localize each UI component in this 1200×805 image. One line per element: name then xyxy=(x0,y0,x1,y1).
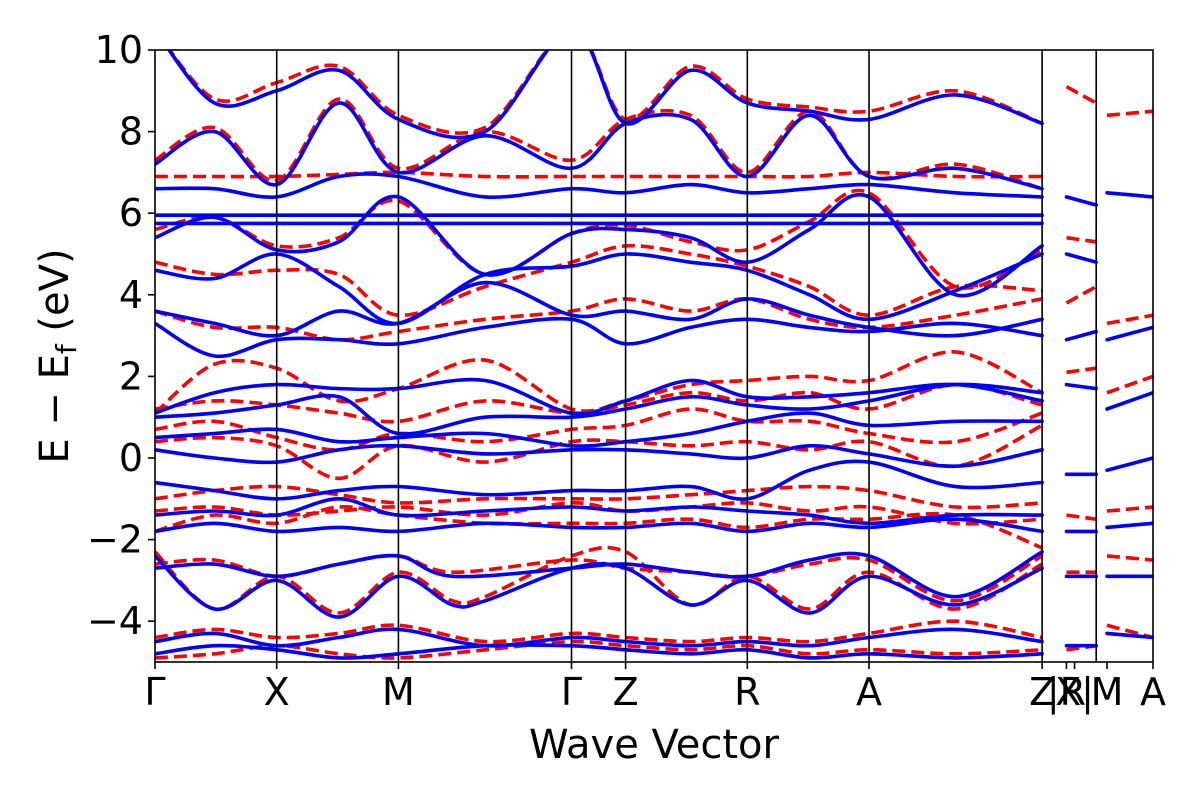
y-axis-title: E − Ef (eV) xyxy=(32,248,83,463)
solid-band-14 xyxy=(155,193,1044,298)
tick-marks xyxy=(148,49,1154,669)
dashed-band-23 xyxy=(1106,374,1153,395)
x-tick-label-0: Γ xyxy=(144,670,165,714)
solid-band-34 xyxy=(1105,631,1153,640)
dashed-band-20 xyxy=(1065,285,1098,305)
y-tick-label-6: 8 xyxy=(119,110,143,154)
solid-band-24 xyxy=(1105,325,1153,342)
solid-band-30 xyxy=(1105,521,1153,530)
dashed-band-19 xyxy=(1066,235,1097,244)
x-tick-label-4: Z xyxy=(613,670,639,714)
y-tick-label-3: 2 xyxy=(119,354,143,398)
solid-band-20 xyxy=(1064,195,1098,207)
dashed-band-18 xyxy=(1106,109,1153,118)
high-symmetry-lines xyxy=(275,50,1098,662)
dashed-band-17 xyxy=(1065,85,1098,105)
solid-band-22 xyxy=(1064,252,1098,264)
y-axis-title-unit: (eV) xyxy=(32,248,78,344)
dashed-band-27 xyxy=(1106,554,1153,562)
y-tick-label-7: 10 xyxy=(95,28,143,72)
dashed-band-24 xyxy=(1066,513,1097,521)
x-tick-label-11: A xyxy=(1140,670,1166,714)
x-tick-label-1: X xyxy=(264,670,290,714)
solid-band-19 xyxy=(166,50,1044,140)
x-tick-label-8: |R xyxy=(1047,670,1086,715)
y-tick-label-0: −4 xyxy=(87,599,143,643)
x-tick-label-6: A xyxy=(856,670,882,714)
dashed-band-5 xyxy=(155,501,1043,526)
solid-band-13 xyxy=(155,252,1044,326)
x-tick-label-9: X| xyxy=(1055,670,1094,715)
y-tick-label-1: −2 xyxy=(87,518,143,562)
y-tick-label-4: 4 xyxy=(119,273,143,317)
plot-frame xyxy=(154,49,1154,663)
y-axis-title-sub: f xyxy=(50,343,83,354)
dashed-band-13 xyxy=(155,188,1043,290)
solid-band-23 xyxy=(1064,329,1098,342)
dashed-band-7 xyxy=(155,423,1043,481)
x-tick-label-10: M xyxy=(1091,670,1124,714)
solid-band-6 xyxy=(155,459,1044,501)
solid-band-28 xyxy=(1105,456,1153,472)
dashed-band-16 xyxy=(167,50,1043,135)
solid-band-21 xyxy=(1105,191,1153,199)
solid-band-26 xyxy=(1105,390,1153,411)
solid-band-3 xyxy=(155,550,1044,599)
x-tick-label-7: Z xyxy=(1029,670,1055,714)
x-tick-label-2: M xyxy=(382,670,415,714)
dashed-band-25 xyxy=(1106,505,1153,513)
dashed-band-4 xyxy=(155,505,1043,550)
solid-band-18 xyxy=(155,101,1044,191)
dashed-band-1 xyxy=(155,619,1043,644)
y-axis-title-main: E − E xyxy=(32,354,78,464)
dashed-band-0 xyxy=(155,639,1043,660)
y-tick-label-2: 0 xyxy=(119,436,143,480)
dashed-band-15 xyxy=(155,97,1043,191)
x-tick-label-3: Γ xyxy=(561,670,582,714)
dashed-band-6 xyxy=(155,484,1043,510)
bands-layer xyxy=(155,50,1153,660)
dashed-band-22 xyxy=(1066,366,1097,375)
x-axis-title: Wave Vector xyxy=(529,722,780,768)
solid-band-25 xyxy=(1064,382,1098,391)
x-tick-labels: Γ X M Γ Z R A Z|RX|M A xyxy=(144,670,1166,715)
dashed-band-21 xyxy=(1106,313,1153,326)
x-tick-label-5: R xyxy=(734,670,760,714)
y-tick-label-5: 6 xyxy=(119,191,143,235)
y-tick-labels: −4 −2 0 2 4 6 8 10 xyxy=(87,28,143,643)
